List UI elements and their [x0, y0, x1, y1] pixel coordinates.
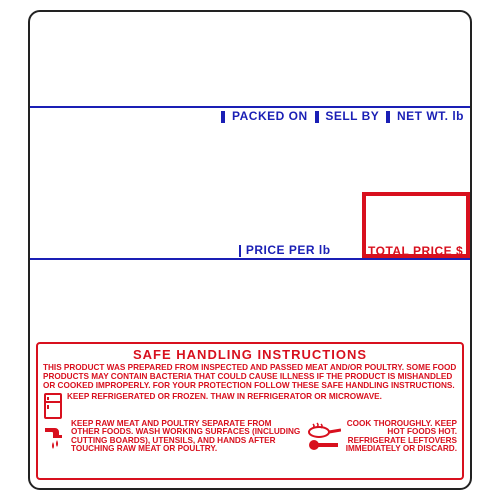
safe-right-block: COOK THOROUGHLY. KEEP HOT FOODS HOT. REF…: [345, 420, 457, 454]
top-field-row: PACKED ON SELL BY NET WT. lb: [220, 109, 466, 123]
rule-top: [30, 106, 470, 108]
safe-handling-box: SAFE HANDLING INSTRUCTIONS THIS PRODUCT …: [36, 342, 464, 480]
field-divider: [221, 111, 225, 123]
safe-handling-title: SAFE HANDLING INSTRUCTIONS: [43, 347, 457, 362]
skillet-icon: [307, 420, 341, 454]
net-wt-label: NET WT. lb: [395, 109, 466, 123]
total-price-label: TOTAL PRICE $: [368, 244, 463, 258]
price-per-label: PRICE PER lb: [238, 243, 331, 257]
safe-handling-intro: THIS PRODUCT WAS PREPARED FROM INSPECTED…: [43, 364, 457, 391]
packed-on-label: PACKED ON: [230, 109, 310, 123]
safe-line-refrigerate: KEEP REFRIGERATED OR FROZEN. THAW IN REF…: [67, 393, 457, 402]
scale-label: PACKED ON SELL BY NET WT. lb TOTAL PRICE…: [28, 10, 472, 490]
fridge-icon: [43, 393, 63, 419]
thermometer-icon: [307, 438, 341, 452]
field-divider: [315, 111, 319, 123]
safe-left-block: KEEP RAW MEAT AND POULTRY SEPARATE FROM …: [71, 420, 301, 454]
faucet-icon: [43, 420, 67, 454]
field-divider: [386, 111, 390, 123]
rule-bottom: [30, 258, 470, 260]
sell-by-label: SELL BY: [323, 109, 381, 123]
field-divider: [239, 245, 241, 257]
